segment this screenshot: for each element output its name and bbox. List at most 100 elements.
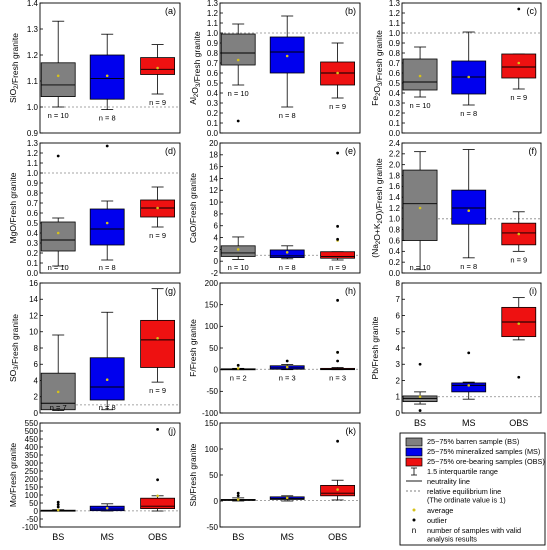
y-tick-label: 1.6 [389, 182, 401, 191]
iqr-box [451, 382, 487, 393]
n-label: n = 8 [279, 263, 296, 272]
y-axis-label-part: /Fresh granite [10, 33, 20, 86]
y-tick-label: 0.8 [389, 225, 401, 234]
y-tick-label: 1.1 [207, 19, 219, 28]
outlier-point [56, 154, 60, 158]
y-tick-label: 6 [34, 360, 39, 369]
iqr-box [269, 249, 305, 259]
y-tick-label: 0.7 [207, 59, 219, 68]
y-tick-label: 0.3 [27, 239, 39, 248]
outlier-point [156, 428, 160, 431]
n-label: n = 2 [230, 374, 247, 383]
y-tick-label: 0.0 [207, 129, 219, 138]
panel-g: 0 2 4 6 8 10 12 14 16 SO3/Fresh granite (g) n = 7 n … [8, 279, 181, 418]
mean-marker [56, 231, 60, 235]
y-tick-label: 0.1 [389, 119, 401, 128]
box-BS: n = 2 [220, 363, 256, 383]
y-axis-label: Mo/Fresh granite [8, 443, 18, 508]
y-tick-label: 1.1 [389, 19, 401, 28]
y-tick-label: 7 [396, 295, 401, 304]
y-tick-label: 150 [205, 300, 219, 309]
y-tick-label: 8 [34, 344, 39, 353]
y-axis-label-part: /Fresh granite [370, 316, 380, 369]
y-axis-label-part: /Fresh granite [188, 319, 198, 372]
mean-marker [236, 498, 240, 501]
mean-marker [285, 496, 289, 500]
iqr-box [402, 169, 438, 241]
y-tick-label: 1.1 [27, 77, 39, 86]
y-tick-label: 4 [396, 344, 401, 353]
y-tick-label: 2.0 [389, 160, 401, 169]
y-axis-label: F/Fresh granite [188, 319, 198, 377]
y-tick-label: 0.1 [27, 259, 39, 268]
outlier-point [105, 144, 109, 148]
iqr-box [140, 319, 176, 368]
y-axis-label-part: O)/Fresh granite [374, 158, 384, 220]
y-axis-label: Al2O3/Fresh granite [188, 31, 202, 105]
panel-tag: (b) [345, 6, 356, 16]
n-label: n = 9 [510, 93, 527, 102]
y-axis-label-part: Pb [370, 369, 380, 380]
n-label: n = 10 [48, 263, 69, 272]
panel-b: 0.00.10.20.30.40.50.60.70.80.91.01.11.21… [188, 0, 361, 138]
y-axis-label: CaO/Fresh granite [188, 173, 198, 243]
y-tick-label: 200 [205, 279, 219, 288]
legend-swatch [405, 447, 423, 457]
y-tick-label: 450 [25, 435, 39, 444]
panel-h: -100 -50 0 50 100 150 200 F/Fresh granite (h) n =… [188, 279, 361, 418]
panel-i: 0 1 2 3 4 5 6 7 8 Pb/Fresh granite (i) BS MS OBS [370, 279, 542, 428]
y-axis-label-part: (Na [370, 244, 380, 258]
box-OBS: n = 9 [140, 186, 176, 240]
y-tick-label: 100 [205, 445, 219, 454]
panel-tag: (c) [527, 6, 538, 16]
outlier-point [336, 350, 339, 354]
y-tick-label: 2 [396, 376, 401, 385]
x-category-label: OBS [328, 532, 347, 542]
y-axis-label: Pb/Fresh granite [370, 316, 380, 379]
y-tick-label: 0.4 [389, 247, 401, 256]
legend-label: average [427, 506, 453, 515]
legend-average-marker [412, 508, 416, 512]
box-BS [402, 362, 438, 412]
panel-a: 0.9 1.0 1.1 1.2 1.3 1.4 SiO2/Fresh granite (a) n… [8, 0, 181, 138]
y-axis-label-part: /Fresh granite [10, 314, 20, 367]
y-tick-label: 0.5 [207, 79, 219, 88]
y-tick-label: 6 [396, 311, 401, 320]
iqr-box [40, 221, 76, 252]
panel-tag: (g) [165, 286, 176, 296]
y-tick-label: 0.3 [207, 99, 219, 108]
y-tick-label: 2.2 [389, 150, 401, 159]
panel-e: -2 0 2 4 6 8 10 12 14 16 18 20 CaO/Fresh granite (e) n… [188, 139, 361, 278]
y-tick-label: 500 [25, 427, 39, 436]
mean-marker [517, 322, 521, 325]
mean-marker [56, 74, 60, 78]
y-tick-label: 12 [29, 311, 38, 320]
y-axis-label-part: SO [8, 369, 18, 382]
outlier-point [517, 7, 521, 11]
y-axis-label-part: F [188, 372, 198, 377]
y-tick-label: 150 [205, 419, 219, 428]
n-label: n = 3 [279, 374, 296, 383]
legend-item: neutrality line [406, 477, 470, 486]
mean-marker [105, 221, 109, 225]
n-label: n = 10 [228, 89, 249, 98]
panel-tag: (f) [529, 146, 538, 156]
mean-marker [285, 365, 289, 369]
n-label: n = 9 [149, 231, 166, 240]
n-label: n = 10 [410, 263, 431, 272]
y-tick-label: 0 [214, 365, 219, 374]
y-tick-label: 1.3 [389, 0, 401, 8]
box-BS: n = 10 [220, 23, 256, 123]
n-label: n = 10 [228, 263, 249, 272]
n-label: n = 9 [329, 102, 346, 111]
y-axis-label-subscript: 2 [194, 93, 200, 97]
y-tick-label: 1.1 [27, 159, 39, 168]
plot-frame [39, 142, 181, 274]
box-MS [451, 351, 487, 400]
y-tick-label: 0.8 [27, 189, 39, 198]
outlier-point [336, 237, 339, 241]
legend-item: outlier [412, 516, 447, 525]
iqr-box [501, 53, 537, 79]
y-tick-label: 0.6 [389, 69, 401, 78]
